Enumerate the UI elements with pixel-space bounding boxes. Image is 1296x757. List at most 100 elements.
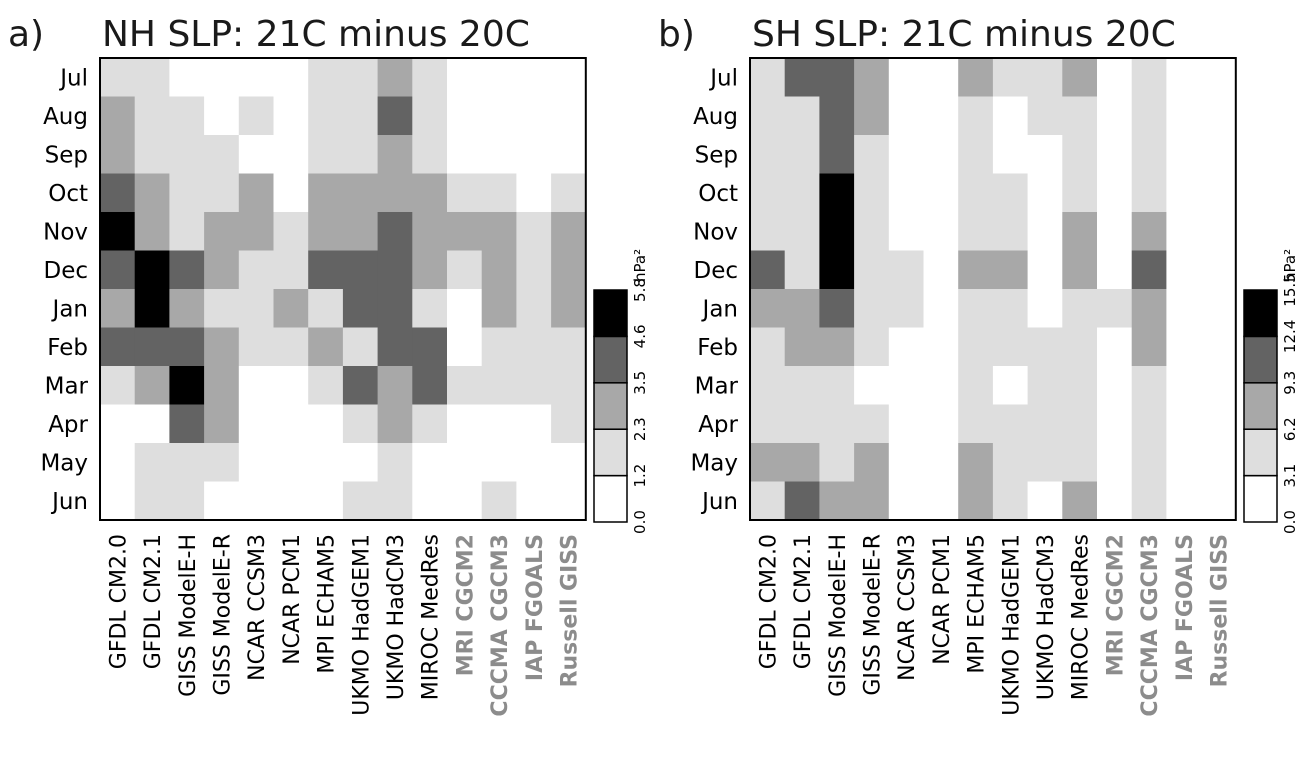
heatmap-cell-sep-2	[169, 135, 205, 175]
heatmap-cell-apr-5	[273, 404, 309, 444]
heatmap-cell-dec-0	[100, 250, 136, 290]
heatmap-cell-jan-7	[992, 289, 1029, 329]
month-label: Mar	[695, 373, 739, 399]
heatmap-cell-oct-8	[377, 173, 413, 213]
heatmap-cell-may-5	[273, 443, 309, 483]
month-label: Dec	[43, 258, 88, 284]
heatmap-cell-may-6	[958, 443, 994, 483]
chart-title: SH SLP: 21C minus 20C	[752, 14, 1176, 55]
heatmap-cell-dec-4	[238, 250, 275, 290]
plot-frame	[99, 57, 587, 521]
plot-frame	[749, 57, 1237, 521]
heatmap-cell-sep-2	[819, 135, 855, 175]
heatmap-cell-jun-2	[169, 481, 205, 521]
colorbar-segment	[593, 289, 628, 338]
model-label: CCCMA CGCM3	[488, 534, 513, 717]
heatmap-cell-nov-6	[308, 212, 344, 252]
heatmap-cell-jan-4	[888, 289, 925, 329]
heatmap-cell-oct-9	[1062, 173, 1098, 213]
heatmap-cell-sep-3	[854, 135, 890, 175]
heatmap-cell-jul-13	[1201, 58, 1237, 98]
heatmap-cell-jun-12	[516, 481, 552, 521]
heatmap-cell-sep-0	[750, 135, 786, 175]
heatmap-cell-dec-7	[342, 250, 379, 290]
heatmap-cell-nov-1	[784, 212, 820, 252]
month-label: Aug	[43, 104, 88, 130]
heatmap-cell-dec-12	[1166, 250, 1202, 290]
heatmap-cell-oct-7	[342, 173, 379, 213]
heatmap-cell-dec-10	[447, 250, 483, 290]
heatmap-cell-may-8	[1027, 443, 1063, 483]
heatmap-cell-apr-8	[377, 404, 413, 444]
heatmap-cell-jun-0	[750, 481, 786, 521]
panel-label: a)	[8, 14, 44, 55]
heatmap-cell-jan-6	[308, 289, 344, 329]
heatmap-cell-jun-8	[1027, 481, 1063, 521]
heatmap-cell-aug-9	[1062, 96, 1098, 136]
model-label: IAP FGOALS	[523, 534, 548, 681]
heatmap-cell-feb-2	[819, 327, 855, 367]
heatmap-cell-apr-4	[888, 404, 925, 444]
heatmap-cell-nov-6	[958, 212, 994, 252]
heatmap-cell-aug-8	[1027, 96, 1063, 136]
heatmap-cell-nov-5	[923, 212, 959, 252]
heatmap-cell-apr-10	[447, 404, 483, 444]
heatmap-cell-jul-10	[1097, 58, 1133, 98]
heatmap-cell-jun-7	[992, 481, 1029, 521]
month-label: Nov	[693, 219, 738, 245]
heatmap-cell-dec-1	[134, 250, 170, 290]
model-label: UKMO HadCM3	[1034, 534, 1059, 700]
colorbar-segment	[1243, 289, 1278, 338]
heatmap-cell-jul-6	[308, 58, 344, 98]
heatmap-cells	[100, 58, 587, 521]
heatmap-cell-sep-11	[1131, 135, 1167, 175]
heatmap-cell-oct-2	[819, 173, 855, 213]
colorbar-tick-label: 3.5	[631, 371, 649, 395]
heatmap-cell-feb-0	[100, 327, 136, 367]
model-label: IAP FGOALS	[1173, 534, 1198, 681]
heatmap-cell-jun-1	[784, 481, 820, 521]
model-label: MRI CGCM2	[453, 534, 478, 676]
month-label: Sep	[45, 142, 88, 168]
colorbar-tick-label: 4.6	[631, 324, 649, 348]
heatmap-cell-apr-13	[1201, 404, 1237, 444]
heatmap-cell-oct-8	[1027, 173, 1063, 213]
heatmap-cell-mar-13	[1201, 366, 1237, 406]
heatmap-cell-jan-13	[1201, 289, 1237, 329]
colorbar-segment	[593, 428, 628, 477]
heatmap-cell-dec-6	[958, 250, 994, 290]
heatmap-cell-dec-8	[377, 250, 413, 290]
heatmap-cell-jun-0	[100, 481, 136, 521]
heatmap-cell-dec-3	[204, 250, 240, 290]
model-label: MPI ECHAM5	[315, 534, 340, 674]
month-label: Apr	[698, 412, 738, 438]
month-label: May	[40, 450, 88, 476]
heatmap-cell-aug-11	[481, 96, 517, 136]
heatmap-cell-may-6	[308, 443, 344, 483]
heatmap-cell-jan-9	[412, 289, 448, 329]
heatmap-cell-jan-5	[273, 289, 309, 329]
heatmap-cell-jan-1	[784, 289, 820, 329]
model-label: NCAR PCM1	[930, 534, 955, 665]
panel-label: b)	[658, 14, 695, 55]
heatmap-cell-aug-7	[342, 96, 379, 136]
heatmap-cell-mar-3	[854, 366, 890, 406]
heatmap-cell-feb-11	[1131, 327, 1167, 367]
model-label: Russell GISS	[1207, 534, 1232, 687]
heatmap-cell-jul-4	[888, 58, 925, 98]
heatmap-cell-may-9	[412, 443, 448, 483]
heatmap-cell-jun-10	[1097, 481, 1133, 521]
heatmap-cell-sep-6	[958, 135, 994, 175]
model-label: GFDL CM2.0	[106, 534, 131, 669]
heatmap-cell-jun-4	[238, 481, 275, 521]
heatmap-cell-jul-0	[100, 58, 136, 98]
heatmap-cell-jul-6	[958, 58, 994, 98]
heatmap-cell-dec-5	[273, 250, 309, 290]
heatmap-cell-aug-5	[923, 96, 959, 136]
month-label: Feb	[47, 335, 88, 361]
heatmap-cell-oct-10	[1097, 173, 1133, 213]
model-label: MPI ECHAM5	[965, 534, 990, 674]
heatmap-cell-jun-5	[923, 481, 959, 521]
colorbar-unit: hPa²	[631, 249, 649, 282]
